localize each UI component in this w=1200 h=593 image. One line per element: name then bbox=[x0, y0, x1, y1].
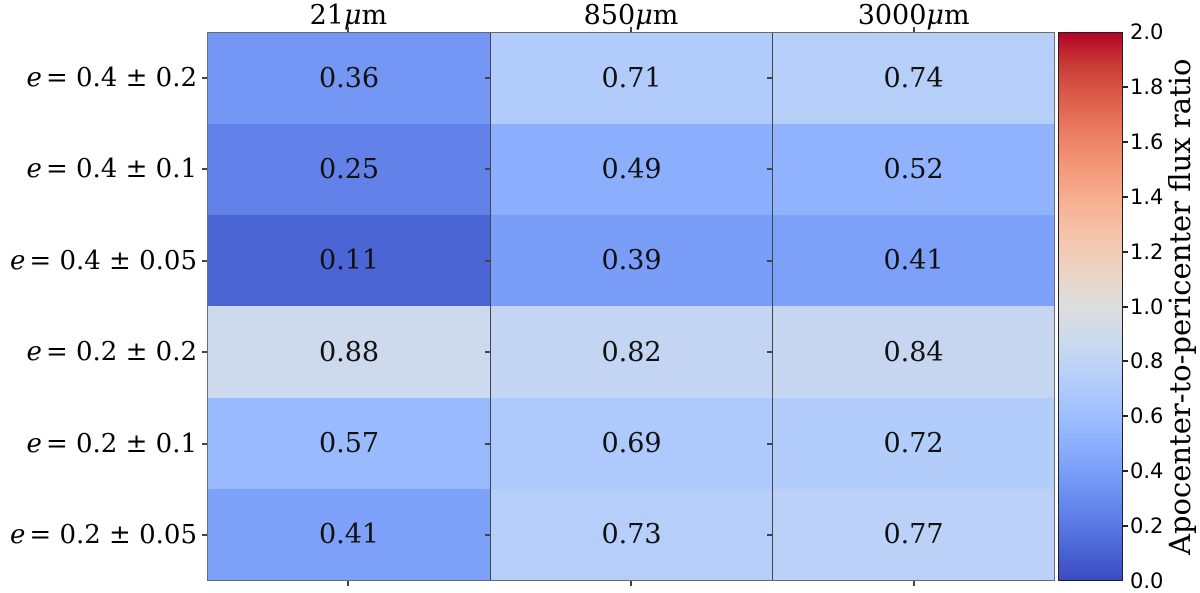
axis-tick bbox=[767, 443, 772, 445]
axis-tick bbox=[767, 260, 772, 262]
colorbar-tick bbox=[1123, 415, 1128, 418]
row-label: e = 0.2 ± 0.2 bbox=[26, 337, 197, 368]
colorbar-tick-label: 0.0 bbox=[1130, 569, 1164, 593]
colorbar-tick bbox=[1123, 305, 1128, 308]
colorbar-tick-label: 1.2 bbox=[1130, 239, 1164, 264]
heatmap-cell: 0.71 bbox=[490, 33, 772, 125]
colorbar-tick bbox=[1123, 195, 1128, 198]
heatmap-cell: 0.72 bbox=[772, 397, 1054, 489]
colorbar-axis-label: Apocenter-to-pericenter flux ratio bbox=[1163, 58, 1197, 556]
colorbar-tick-label: 0.2 bbox=[1130, 514, 1164, 539]
heatmap-cell: 0.82 bbox=[490, 306, 772, 398]
colorbar-tick-label: 1.4 bbox=[1130, 184, 1164, 209]
colorbar-tick-label: 2.0 bbox=[1130, 20, 1164, 44]
axis-tick bbox=[202, 534, 207, 536]
axis-tick bbox=[202, 260, 207, 262]
axis-tick bbox=[767, 351, 772, 353]
heatmap-cell: 0.36 bbox=[208, 33, 490, 125]
axis-tick bbox=[202, 443, 207, 445]
axis-tick bbox=[913, 27, 915, 32]
axis-tick bbox=[485, 77, 490, 79]
heatmap-cell: 0.11 bbox=[208, 215, 490, 307]
heatmap-cell: 0.39 bbox=[490, 215, 772, 307]
axis-tick bbox=[347, 27, 349, 32]
heatmap-cell: 0.84 bbox=[772, 306, 1054, 398]
heatmap-cell: 0.52 bbox=[772, 124, 1054, 216]
colorbar bbox=[1058, 32, 1123, 581]
colorbar-tick-label: 0.6 bbox=[1130, 404, 1164, 429]
axis-tick bbox=[485, 534, 490, 536]
colorbar-tick bbox=[1123, 470, 1128, 473]
axis-tick bbox=[913, 581, 915, 586]
colorbar-tick-label: 1.0 bbox=[1130, 294, 1164, 319]
heatmap-cell: 0.88 bbox=[208, 306, 490, 398]
axis-tick bbox=[347, 581, 349, 586]
colorbar-tick bbox=[1123, 140, 1128, 143]
heatmap-cell: 0.41 bbox=[208, 488, 490, 580]
heatmap-cell: 0.41 bbox=[772, 215, 1054, 307]
heatmap-cell: 0.74 bbox=[772, 33, 1054, 125]
heatmap-cell: 0.49 bbox=[490, 124, 772, 216]
heatmap-cell: 0.73 bbox=[490, 488, 772, 580]
axis-tick bbox=[485, 168, 490, 170]
colorbar-tick bbox=[1123, 85, 1128, 88]
colorbar-tick-label: 0.4 bbox=[1130, 459, 1164, 484]
axis-tick bbox=[485, 351, 490, 353]
row-label: e = 0.2 ± 0.05 bbox=[10, 520, 197, 551]
heatmap-cell: 0.25 bbox=[208, 124, 490, 216]
heatmap-cell: 0.77 bbox=[772, 488, 1054, 580]
colorbar-tick-label: 1.6 bbox=[1130, 129, 1164, 154]
colorbar-tick bbox=[1123, 250, 1128, 253]
axis-tick bbox=[485, 260, 490, 262]
colorbar-tick bbox=[1123, 525, 1128, 528]
axis-tick bbox=[202, 168, 207, 170]
axis-tick bbox=[767, 534, 772, 536]
colorbar-tick-label: 0.8 bbox=[1130, 349, 1164, 374]
axis-tick bbox=[630, 581, 632, 586]
heatmap-cell: 0.57 bbox=[208, 397, 490, 489]
colorbar-tick-label: 1.8 bbox=[1130, 74, 1164, 99]
row-label: e = 0.4 ± 0.1 bbox=[26, 154, 197, 185]
heatmap-cell: 0.69 bbox=[490, 397, 772, 489]
heatmap-plot-area: 0.36 0.71 0.74 0.25 0.49 0.52 0.11 0.39 0.41 0.88… bbox=[207, 32, 1055, 581]
axis-tick bbox=[485, 443, 490, 445]
axis-tick bbox=[202, 77, 207, 79]
row-label: e = 0.4 ± 0.2 bbox=[26, 62, 197, 93]
row-label: e = 0.4 ± 0.05 bbox=[10, 245, 197, 276]
row-label: e = 0.2 ± 0.1 bbox=[26, 428, 197, 459]
axis-tick bbox=[202, 351, 207, 353]
axis-tick bbox=[767, 168, 772, 170]
axis-tick bbox=[630, 27, 632, 32]
colorbar-tick bbox=[1123, 360, 1128, 363]
axis-tick bbox=[767, 77, 772, 79]
